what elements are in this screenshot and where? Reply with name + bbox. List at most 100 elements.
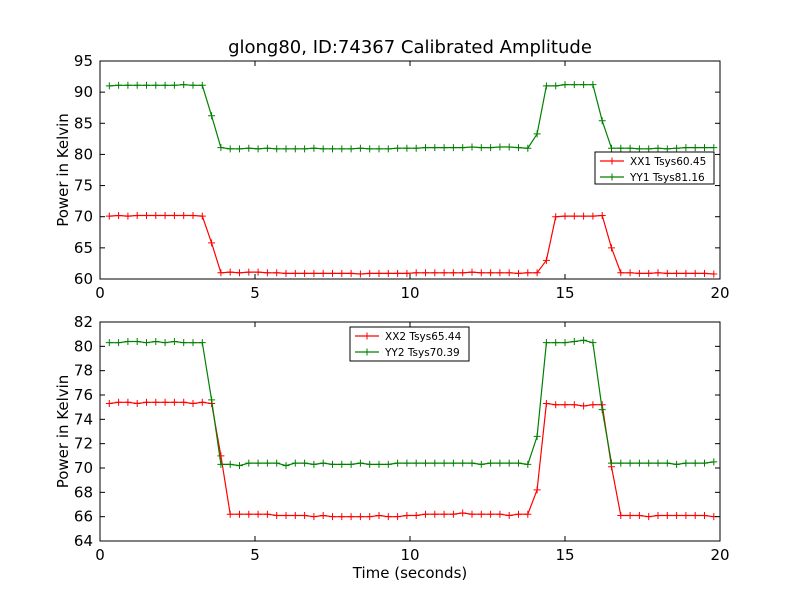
data-point	[245, 268, 253, 276]
data-point	[254, 268, 262, 276]
data-point	[645, 513, 653, 521]
y-tick-label: 60	[74, 270, 93, 288]
data-point	[561, 339, 569, 347]
y-tick-label: 65	[74, 239, 93, 257]
y-tick-label: 74	[74, 410, 93, 428]
data-point	[115, 211, 123, 219]
data-point	[691, 144, 699, 152]
data-point	[468, 510, 476, 518]
legend-marker	[363, 332, 371, 340]
data-point	[682, 459, 690, 467]
data-point	[301, 511, 309, 519]
data-point	[273, 269, 281, 277]
data-point	[570, 212, 578, 220]
data-point	[635, 145, 643, 153]
legend-label: YY2 Tsys70.39	[384, 347, 460, 359]
data-point	[477, 510, 485, 518]
data-point	[254, 459, 262, 467]
data-point	[189, 81, 197, 89]
data-point	[356, 270, 364, 278]
legend-box	[349, 326, 470, 362]
top-panel: 0 5 10 15 20 60 65 70 75 80 85 90 95 Power in Kelvin X…	[54, 52, 730, 302]
data-point	[542, 400, 550, 408]
data-point	[701, 269, 708, 277]
data-point	[635, 511, 643, 519]
y-axis-label: Power in Kelvin	[54, 113, 72, 227]
data-point	[217, 452, 225, 460]
data-point	[505, 143, 513, 151]
data-point	[673, 460, 681, 468]
data-point	[412, 269, 420, 277]
data-point	[468, 143, 476, 151]
data-point	[524, 144, 532, 152]
data-point	[487, 144, 495, 152]
data-point	[338, 513, 346, 521]
data-point	[552, 339, 560, 347]
data-point	[673, 269, 681, 277]
data-point	[170, 211, 178, 219]
data-point	[626, 511, 634, 519]
data-point	[431, 459, 439, 467]
y-tick-label: 80	[74, 337, 93, 355]
data-point	[394, 144, 402, 152]
data-point	[440, 144, 448, 152]
data-point	[449, 459, 457, 467]
y-tick-label: 64	[74, 532, 93, 550]
data-point	[180, 81, 188, 89]
data-point	[152, 398, 160, 406]
legend-label: YY1 Tsys81.16	[629, 172, 705, 184]
data-point	[329, 460, 336, 468]
legend: XX2 Tsys65.44 YY2 Tsys70.39	[349, 326, 470, 362]
data-point	[580, 81, 588, 89]
data-point	[645, 269, 653, 277]
data-point	[282, 145, 290, 153]
data-point	[180, 398, 188, 406]
data-point	[663, 145, 671, 153]
x-tick-label: 10	[400, 284, 419, 302]
data-point	[635, 459, 643, 467]
data-point	[152, 81, 160, 89]
data-point	[273, 145, 281, 153]
data-point	[301, 145, 309, 153]
data-point	[608, 459, 615, 467]
data-point	[533, 432, 541, 440]
data-point	[422, 510, 429, 518]
data-point	[626, 144, 634, 152]
data-point	[347, 145, 355, 153]
data-point	[645, 459, 653, 467]
data-point	[589, 401, 597, 409]
data-point	[217, 460, 225, 468]
data-point	[273, 459, 281, 467]
data-point	[291, 145, 299, 153]
x-tick-label: 5	[250, 546, 260, 564]
data-point	[347, 269, 355, 277]
data-point	[208, 396, 216, 404]
legend-box	[594, 151, 715, 185]
y-tick-label: 82	[74, 313, 93, 331]
data-point	[515, 144, 522, 152]
data-point	[384, 145, 392, 153]
data-point	[254, 510, 262, 518]
data-point	[356, 513, 364, 521]
data-point	[468, 459, 476, 467]
data-point	[598, 406, 606, 414]
data-point	[143, 339, 150, 347]
data-point	[263, 144, 271, 152]
data-point	[236, 510, 243, 518]
data-point	[608, 144, 615, 152]
data-point	[245, 459, 253, 467]
data-point	[570, 401, 578, 409]
data-point	[673, 144, 681, 152]
data-point	[626, 269, 634, 277]
data-point	[133, 81, 141, 89]
data-point	[329, 145, 336, 153]
legend-label: XX2 Tsys65.44	[385, 331, 462, 343]
data-point	[384, 269, 392, 277]
data-point	[329, 513, 336, 521]
y-axis-label: Power in Kelvin	[54, 375, 72, 489]
data-point	[487, 459, 495, 467]
data-point	[301, 459, 309, 467]
data-point	[561, 212, 569, 220]
data-point	[552, 213, 560, 221]
